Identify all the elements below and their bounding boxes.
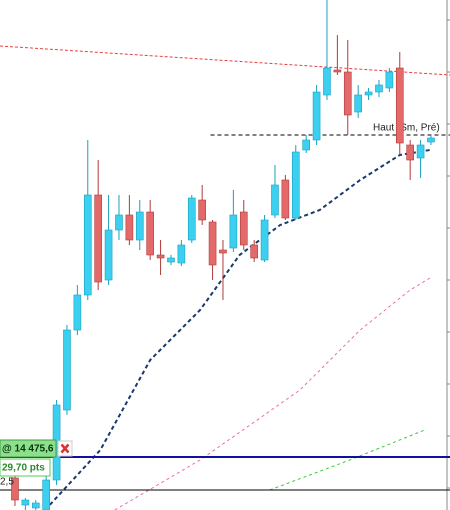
candle-body xyxy=(94,194,102,283)
points-badge xyxy=(0,458,51,477)
trend-line xyxy=(0,45,450,76)
candle-body xyxy=(146,211,154,256)
candle xyxy=(385,68,394,92)
candle xyxy=(271,165,279,218)
candle-body xyxy=(333,69,342,73)
candle-body xyxy=(11,477,19,501)
candle-body xyxy=(406,144,414,161)
candle-body xyxy=(156,254,165,259)
candle xyxy=(146,200,154,260)
candle-body xyxy=(416,144,425,159)
candle xyxy=(94,160,102,290)
candle-body xyxy=(73,294,82,331)
candle xyxy=(219,240,227,300)
candle xyxy=(208,220,217,280)
candle xyxy=(115,195,123,240)
candle-body xyxy=(198,199,206,221)
candle xyxy=(406,140,414,180)
candle xyxy=(167,255,175,265)
candle xyxy=(83,140,92,300)
candle xyxy=(125,195,134,245)
candle-body xyxy=(427,137,435,143)
points-label: 29,70 pts xyxy=(2,463,45,474)
candle xyxy=(281,175,290,220)
candle xyxy=(260,215,269,262)
candle-body xyxy=(125,214,134,241)
candle-body xyxy=(281,179,290,219)
candle-body xyxy=(177,244,186,264)
candle xyxy=(323,0,331,100)
candle xyxy=(333,35,342,75)
candle-body xyxy=(354,94,362,113)
candle xyxy=(198,185,206,225)
candle xyxy=(187,195,196,243)
candle-body xyxy=(83,194,92,296)
candle-body xyxy=(260,219,269,261)
candle-body xyxy=(229,214,238,249)
candle-body xyxy=(135,211,144,241)
candle-body xyxy=(115,214,123,231)
candle-body xyxy=(21,499,30,506)
candle-body xyxy=(31,502,40,509)
candle-body xyxy=(63,329,71,411)
candle-body xyxy=(250,244,258,259)
candle xyxy=(42,470,50,510)
candle-body xyxy=(239,211,248,246)
candle xyxy=(354,85,362,118)
high-level-label: Haut (Sm, Pré) xyxy=(373,123,440,134)
candle xyxy=(343,40,352,135)
candle xyxy=(416,140,425,178)
close-icon xyxy=(60,443,70,454)
candle xyxy=(375,80,383,97)
candle-body xyxy=(42,479,50,510)
moving-average xyxy=(114,277,431,510)
candle xyxy=(395,52,404,155)
candle-body xyxy=(271,184,279,216)
candle xyxy=(250,240,258,262)
candle xyxy=(229,190,238,252)
candle xyxy=(239,200,248,250)
candle xyxy=(177,240,186,266)
candle-body xyxy=(167,257,175,263)
moving-average xyxy=(269,429,425,491)
price-label: @ 14 475,6 xyxy=(2,444,54,455)
candle-body xyxy=(219,249,227,254)
candle-body xyxy=(187,197,196,241)
candle-body xyxy=(208,221,217,266)
candle xyxy=(427,135,435,145)
candle xyxy=(364,88,373,100)
candle xyxy=(291,145,300,220)
candle xyxy=(73,285,82,335)
candle-body xyxy=(323,67,331,96)
candle-body xyxy=(312,91,321,141)
candle xyxy=(104,195,113,285)
candle-body xyxy=(375,84,383,93)
price-badge xyxy=(0,439,57,458)
candle xyxy=(302,135,310,153)
lower-level-label: 2,5 xyxy=(0,477,14,488)
candle xyxy=(21,498,30,510)
candle-body xyxy=(385,71,394,89)
candle xyxy=(156,240,165,275)
candle-body xyxy=(395,67,404,144)
candle-body xyxy=(364,91,373,96)
candle-body xyxy=(343,71,352,116)
candle xyxy=(63,325,71,415)
candle xyxy=(312,85,321,145)
candle xyxy=(135,200,144,250)
candle-body xyxy=(291,151,300,219)
candle-body xyxy=(302,139,310,151)
candle-body xyxy=(104,229,113,281)
candle xyxy=(31,500,40,510)
